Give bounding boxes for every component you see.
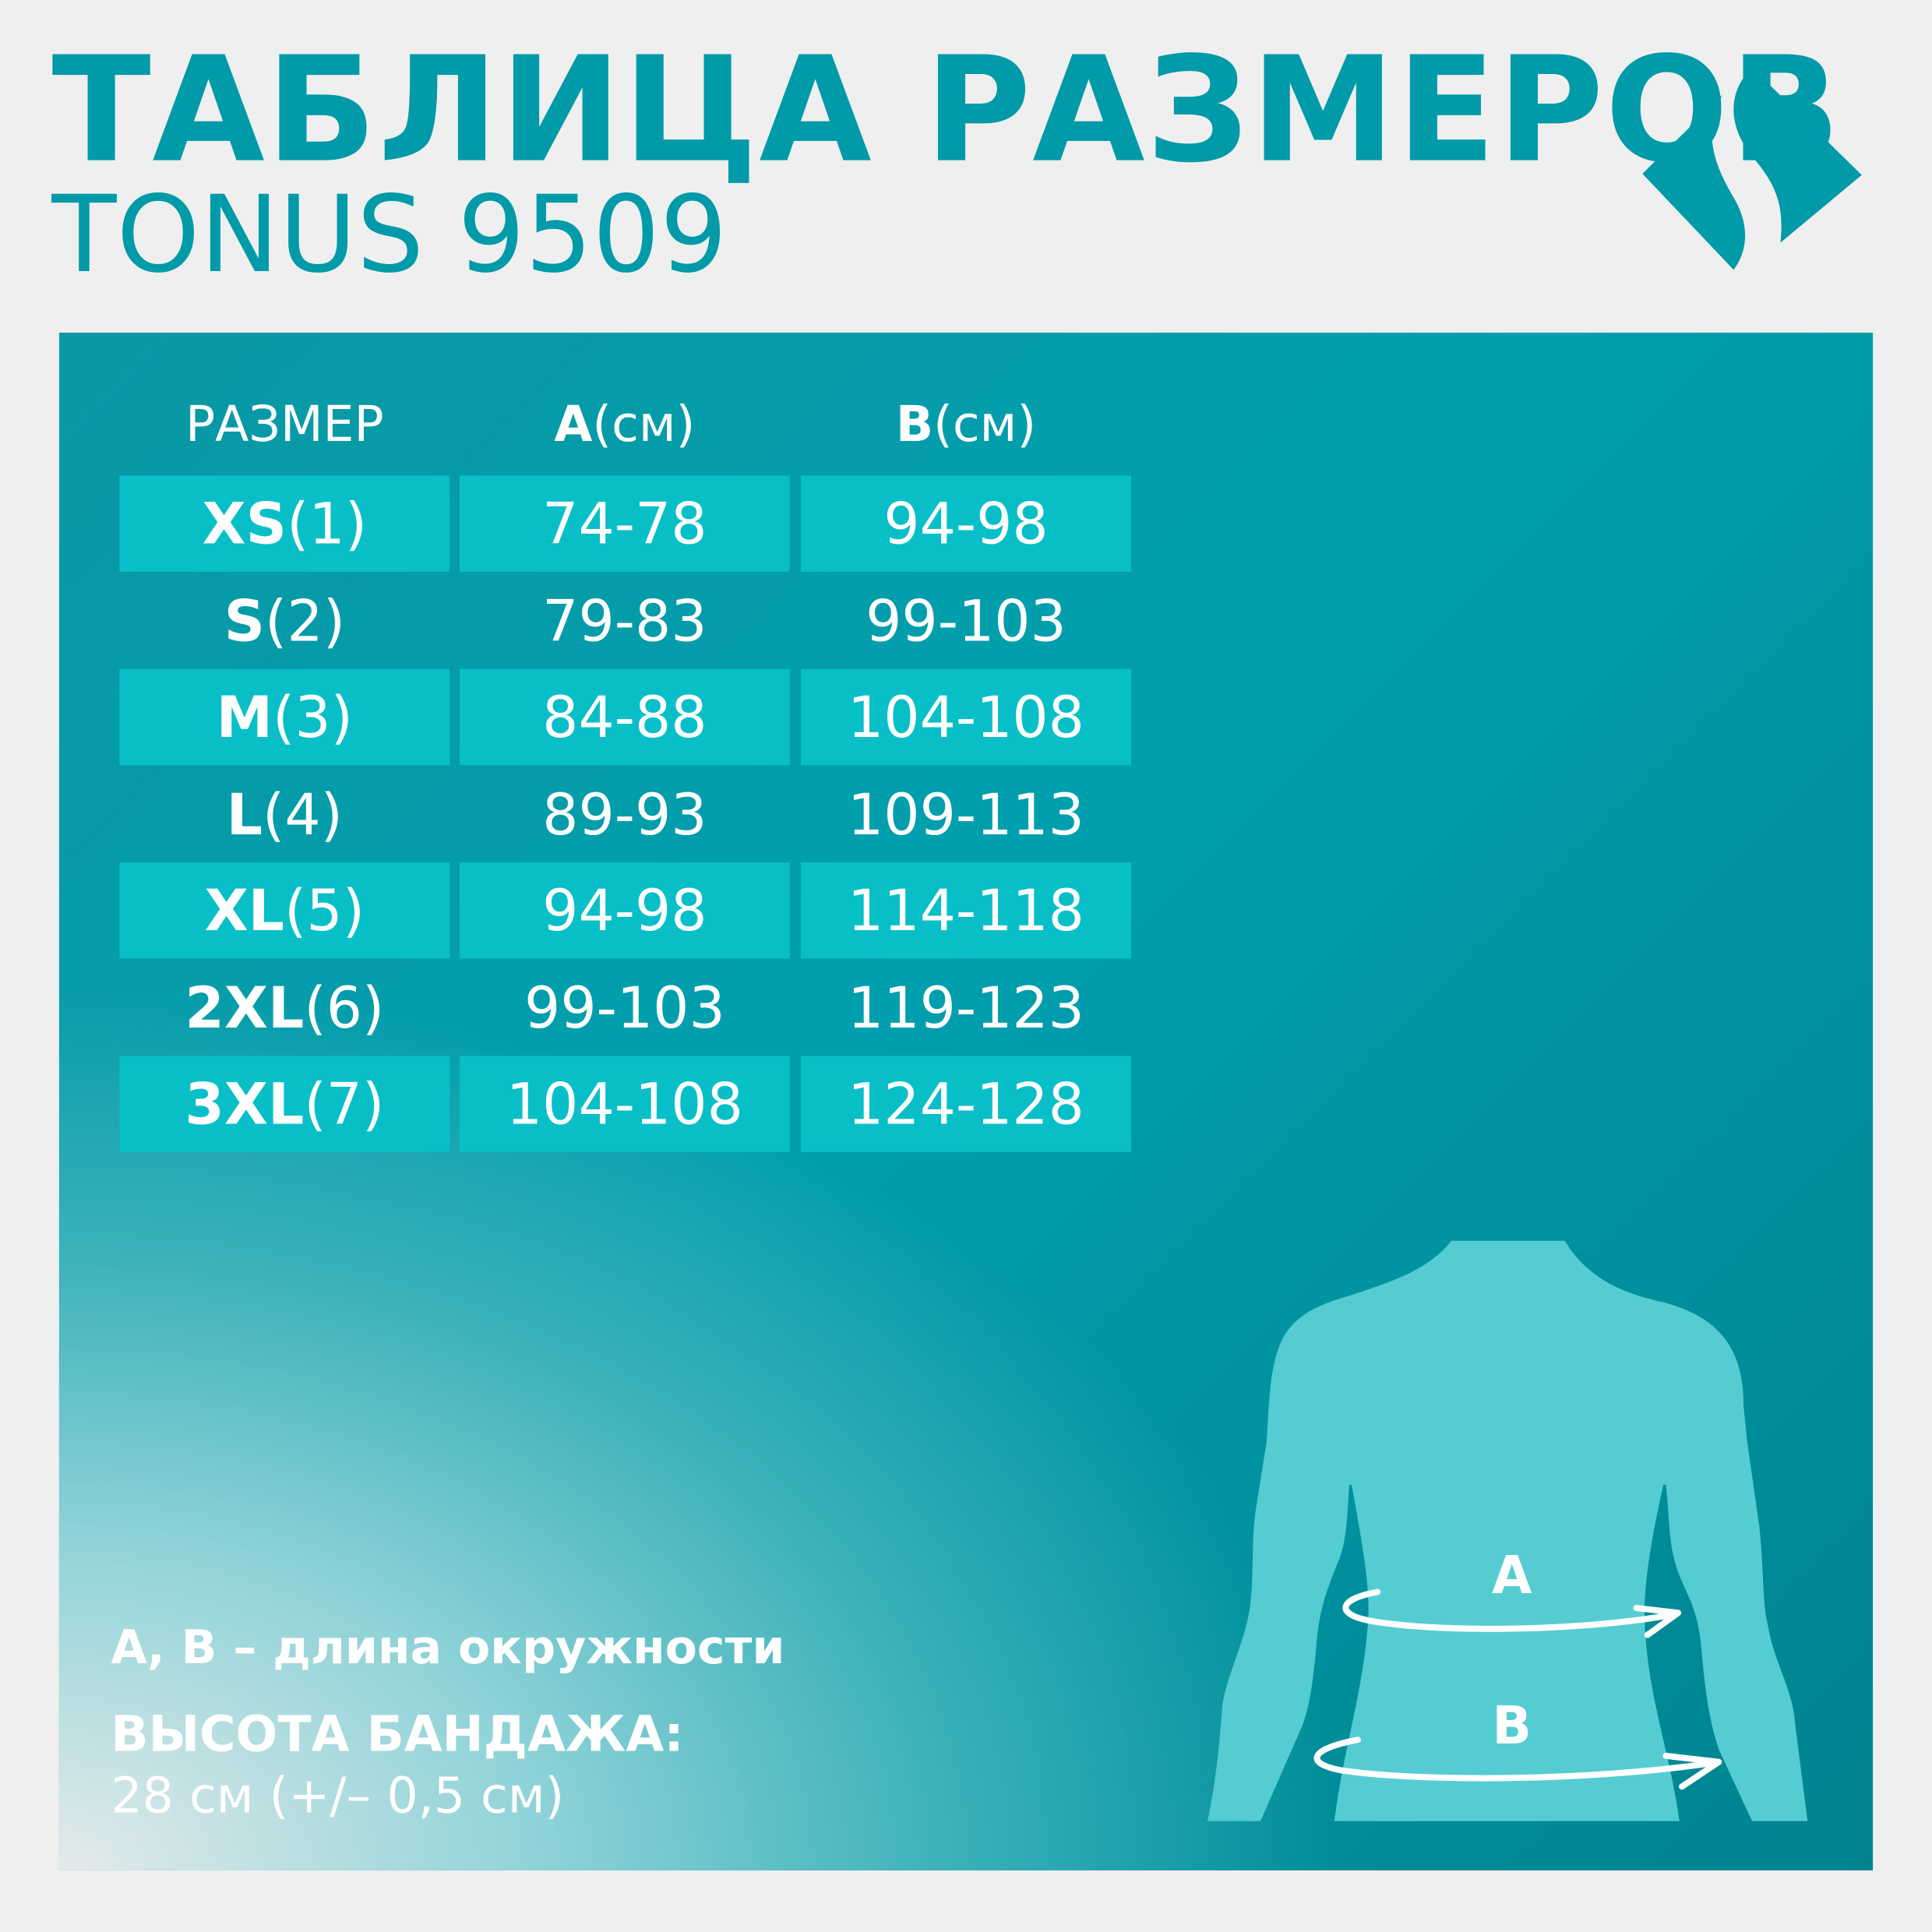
body-figure: A B bbox=[1207, 1240, 1808, 1821]
header-text: РАЗМЕР bbox=[185, 397, 384, 454]
size-number: (1) bbox=[287, 490, 368, 557]
size-label: S bbox=[224, 587, 266, 654]
b-cell: 124-128 bbox=[801, 1056, 1131, 1152]
value-b: 99-103 bbox=[866, 587, 1066, 654]
value-b: 119-123 bbox=[847, 974, 1084, 1041]
size-cell: M (3) bbox=[119, 668, 450, 766]
label-a: A bbox=[1492, 1545, 1532, 1606]
measurement-legend: А, В – длина окружности bbox=[111, 1620, 785, 1675]
header-text: (см) bbox=[933, 397, 1037, 454]
a-cell: 99-103 bbox=[460, 959, 790, 1055]
size-label: 3XL bbox=[185, 1070, 305, 1137]
a-cell: 94-98 bbox=[459, 862, 790, 959]
a-cell: 74-78 bbox=[459, 475, 790, 572]
page-title: ТАБЛИЦА РАЗМЕРОВ bbox=[51, 24, 1842, 195]
a-cell: 84-88 bbox=[459, 668, 790, 766]
column-header: РАЗМЕР bbox=[119, 397, 450, 453]
value-b: 124-128 bbox=[847, 1070, 1084, 1137]
value-a: 94-98 bbox=[542, 877, 707, 944]
size-number: (2) bbox=[265, 587, 346, 654]
value-a: 79-83 bbox=[542, 587, 707, 654]
size-number: (5) bbox=[284, 877, 365, 944]
column-header: B(см) bbox=[801, 397, 1131, 453]
size-cell: XS (1) bbox=[119, 475, 450, 572]
value-a: 84-88 bbox=[542, 683, 707, 751]
size-number: (7) bbox=[304, 1070, 385, 1137]
b-cell: 119-123 bbox=[801, 959, 1131, 1055]
value-b: 114-118 bbox=[847, 877, 1084, 944]
size-number: (6) bbox=[304, 974, 385, 1041]
size-label: M bbox=[216, 683, 273, 751]
size-label: 2XL bbox=[185, 974, 305, 1041]
height-value: 28 см (+/– 0,5 см) bbox=[111, 1768, 565, 1825]
size-cell: S (2) bbox=[119, 573, 450, 668]
size-number: (3) bbox=[273, 683, 354, 751]
size-cell: XL (5) bbox=[119, 862, 450, 959]
header-text: (см) bbox=[592, 397, 696, 454]
size-cell: 2XL (6) bbox=[119, 959, 450, 1055]
value-b: 109-113 bbox=[847, 780, 1084, 848]
size-number: (4) bbox=[262, 780, 344, 848]
height-label: ВЫСОТА БАНДАЖА: bbox=[111, 1706, 684, 1764]
size-label: XL bbox=[204, 877, 285, 944]
header-key: B bbox=[895, 397, 934, 454]
value-b: 104-108 bbox=[847, 683, 1084, 751]
size-label: XS bbox=[202, 490, 287, 557]
b-cell: 109-113 bbox=[801, 766, 1131, 862]
brand-logo-icon bbox=[1642, 67, 1862, 270]
value-a: 89-93 bbox=[542, 780, 707, 848]
value-b: 94-98 bbox=[883, 490, 1049, 557]
measure-a-arrow bbox=[1342, 1588, 1682, 1638]
value-a: 99-103 bbox=[524, 974, 725, 1041]
a-cell: 79-83 bbox=[460, 573, 790, 668]
value-a: 104-108 bbox=[506, 1070, 743, 1137]
size-panel: РАЗМЕР A(см) B(см) XS (1) 74-78 94-98 S (2) 79-83… bbox=[58, 333, 1874, 1870]
header-key: A bbox=[554, 397, 593, 454]
b-cell: 104-108 bbox=[801, 668, 1131, 766]
b-cell: 94-98 bbox=[801, 475, 1131, 572]
size-cell: 3XL (7) bbox=[119, 1056, 450, 1152]
size-cell: L (4) bbox=[119, 766, 450, 862]
label-b: B bbox=[1492, 1695, 1532, 1756]
a-cell: 104-108 bbox=[459, 1056, 790, 1152]
measure-b-arrow bbox=[1313, 1736, 1722, 1790]
value-a: 74-78 bbox=[542, 490, 707, 557]
size-label: L bbox=[226, 780, 263, 848]
torso-silhouette bbox=[1207, 1240, 1808, 1821]
b-cell: 114-118 bbox=[801, 862, 1131, 959]
product-name: TONUS 9509 bbox=[51, 174, 728, 298]
a-cell: 89-93 bbox=[460, 766, 790, 862]
column-header: A(см) bbox=[460, 397, 790, 453]
b-cell: 99-103 bbox=[801, 573, 1131, 668]
